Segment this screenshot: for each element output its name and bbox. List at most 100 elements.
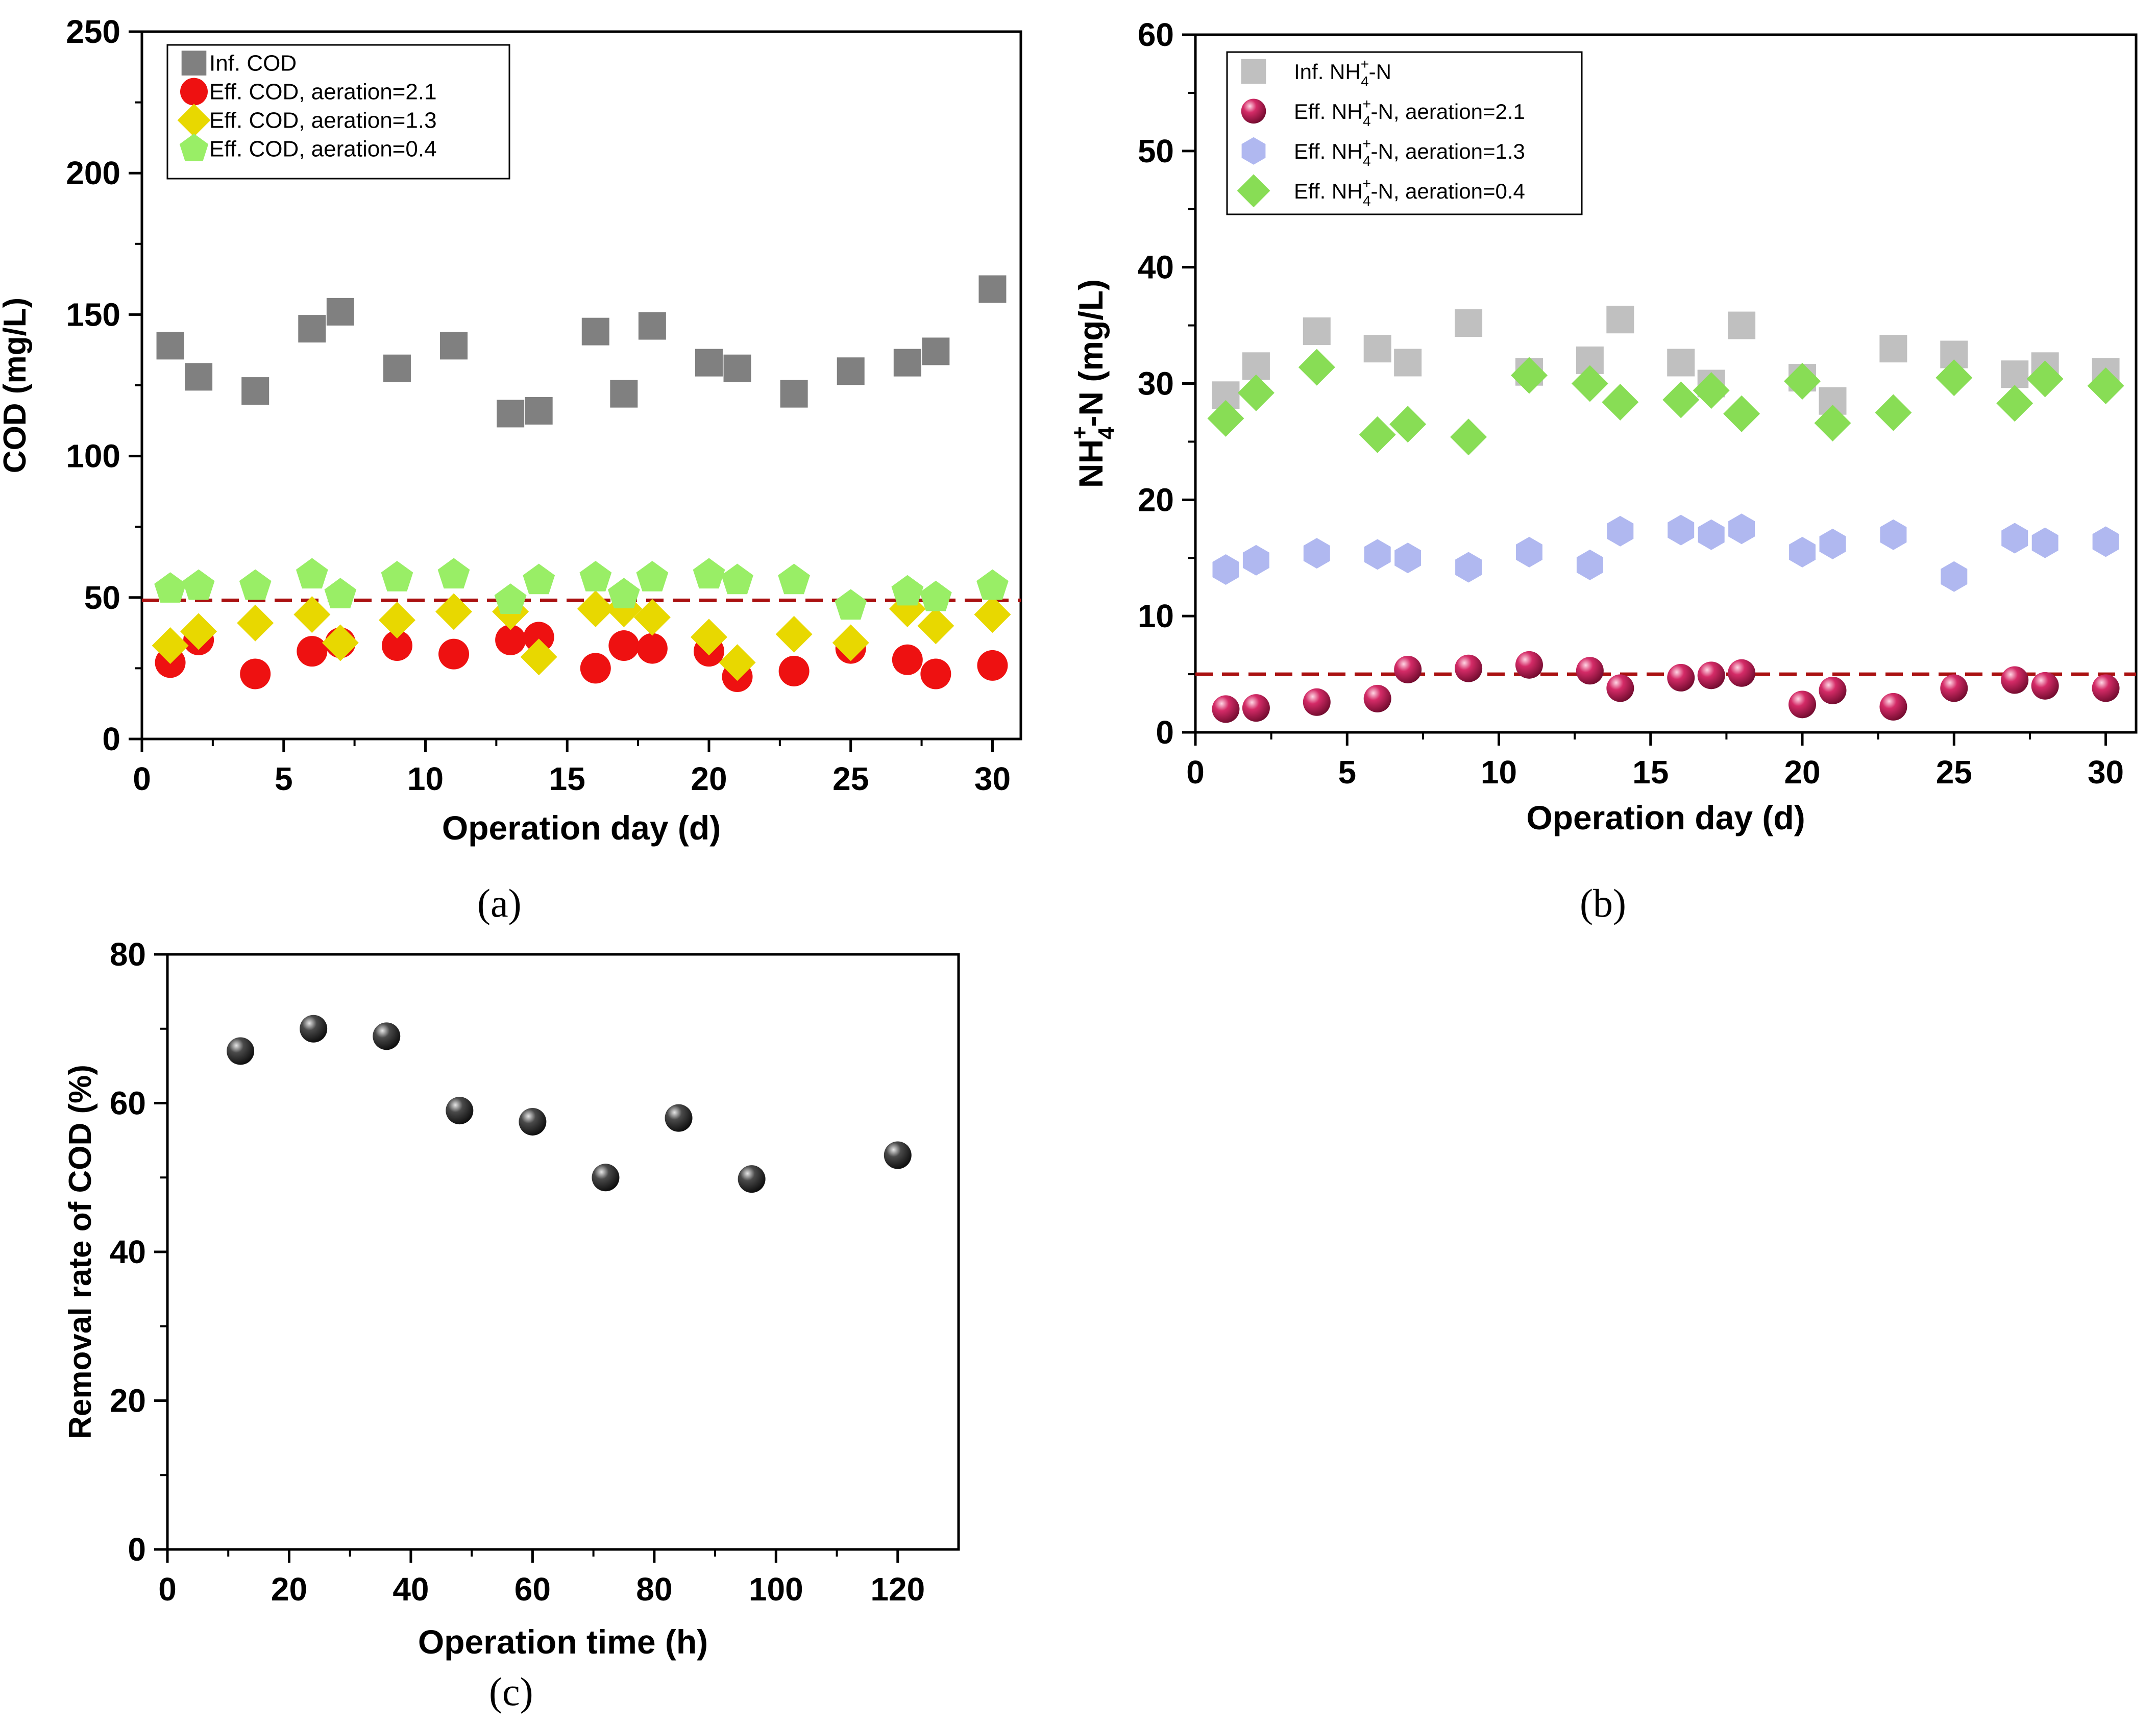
data-point-b-series-2 (2031, 672, 2059, 700)
data-point-c-series-1 (373, 1022, 401, 1050)
data-point-a-series-1 (525, 397, 553, 425)
data-point-a-series-1 (383, 354, 411, 382)
x-tick-label-b: 30 (2088, 754, 2124, 791)
data-point-a-series-1 (241, 377, 270, 405)
data-point-b-series-3 (2031, 527, 2059, 558)
legend-label-b-3: Eff. NH+ 4-N, aeration=1.3 (1294, 136, 1525, 169)
data-point-a-series-2 (438, 638, 470, 670)
chart-b-ammonium: 0 5 10 15 20 25 30 0 10 20 30 40 50 60 Operation day (… (1067, 16, 2138, 836)
data-point-a-series-4 (976, 569, 1009, 600)
data-point-b-series-3 (1819, 528, 1846, 559)
y-tick-label-b: 0 (1156, 714, 1174, 751)
data-point-b-series-2 (1940, 674, 1968, 702)
data-point-b-series-1 (1667, 349, 1695, 377)
data-point-b-series-3 (1668, 514, 1695, 546)
x-tick-label-a: 10 (407, 760, 444, 797)
legend-label-a-3: Eff. COD, aeration=1.3 (209, 108, 437, 133)
data-point-b-series-4 (1298, 349, 1335, 386)
x-tick-label-a: 15 (549, 760, 585, 797)
data-point-a-series-3 (633, 599, 671, 636)
data-point-b-series-3 (1576, 549, 1603, 580)
data-point-b-series-2 (1819, 676, 1847, 704)
data-point-b-series-3 (1455, 552, 1482, 583)
data-point-b-series-4 (1693, 372, 1730, 409)
data-point-b-series-3 (1303, 538, 1330, 569)
y-axis-title-b: NH+4-N (mg/L) (1067, 279, 1119, 488)
data-point-b-series-4 (1359, 416, 1396, 453)
data-point-a-series-2 (608, 630, 640, 661)
legend-box-b (1226, 51, 1583, 215)
data-point-b-series-2 (1576, 657, 1604, 685)
data-point-a-series-3 (917, 607, 954, 645)
data-point-a-series-1 (837, 357, 865, 385)
legend-marker-b-4 (1237, 174, 1270, 208)
data-point-a-series-1 (922, 337, 950, 365)
data-point-a-series-4 (296, 558, 328, 589)
data-point-a-series-2 (381, 630, 412, 661)
y-tick-label-a: 250 (66, 13, 120, 50)
x-axis-title-a: Operation day (d) (442, 809, 721, 847)
legend-box-a (166, 44, 510, 180)
x-tick-label-b: 20 (1784, 754, 1820, 791)
y-tick-label-b: 20 (1138, 481, 1174, 518)
data-point-a-series-4 (721, 563, 753, 595)
data-point-a-series-2 (778, 655, 810, 686)
data-point-a-series-2 (892, 644, 923, 675)
data-point-b-series-4 (1602, 383, 1639, 421)
data-point-b-series-3 (1789, 536, 1816, 568)
data-point-b-series-1 (1728, 311, 1756, 339)
data-point-b-series-2 (1303, 688, 1331, 716)
x-tick-label-c: 80 (636, 1571, 672, 1608)
data-point-a-series-3 (435, 593, 473, 630)
data-point-a-series-2 (495, 624, 526, 655)
data-point-a-series-4 (579, 561, 612, 591)
x-tick-label-c: 40 (393, 1571, 429, 1608)
data-point-a-series-3 (775, 615, 813, 653)
data-point-a-series-4 (891, 575, 924, 606)
legend-marker-b-3 (1241, 137, 1266, 165)
y-tick-label-c: 0 (128, 1531, 146, 1568)
data-point-a-series-1 (156, 332, 184, 360)
data-point-b-series-2 (1667, 663, 1695, 692)
y-axis-title-a: COD (mg/L) (0, 298, 33, 473)
data-point-a-series-1 (440, 332, 468, 360)
data-point-a-series-1 (298, 315, 326, 343)
data-point-b-series-3 (1516, 536, 1542, 568)
data-point-b-series-4 (2087, 367, 2124, 405)
legend-marker-a-2 (180, 78, 208, 106)
data-point-a-series-4 (154, 572, 186, 603)
legend-marker-a-1 (181, 51, 207, 76)
data-point-b-series-2 (1515, 651, 1543, 679)
y-tick-label-a: 0 (102, 721, 120, 757)
y-tick-label-a: 50 (84, 579, 120, 616)
data-point-a-series-1 (497, 400, 525, 428)
data-point-b-series-3 (1212, 554, 1239, 585)
data-point-a-series-4 (494, 583, 527, 614)
data-point-b-series-2 (1606, 674, 1634, 702)
data-point-b-series-4 (1389, 406, 1427, 443)
data-point-b-series-4 (1996, 385, 2033, 422)
data-point-a-series-4 (835, 589, 867, 620)
data-point-a-series-4 (381, 561, 413, 591)
data-point-b-series-4 (1784, 362, 1821, 400)
data-point-c-series-1 (738, 1165, 766, 1193)
data-point-b-series-4 (2026, 360, 2064, 398)
y-tick-label-c: 40 (110, 1234, 146, 1270)
data-point-b-series-4 (1723, 395, 1760, 432)
data-point-c-series-1 (884, 1141, 912, 1169)
data-point-a-series-3 (690, 619, 727, 656)
x-tick-label-b: 25 (1936, 754, 1972, 791)
x-tick-label-b: 15 (1632, 754, 1669, 791)
data-point-b-series-2 (1455, 654, 1483, 682)
data-point-b-series-1 (2001, 360, 2029, 388)
data-point-b-series-1 (1394, 349, 1422, 377)
data-point-b-series-4 (1237, 374, 1275, 411)
data-point-a-series-2 (580, 653, 611, 684)
x-tick-label-a: 5 (275, 760, 293, 797)
data-point-b-series-2 (2001, 666, 2029, 694)
legend-label-b-2: Eff. NH+ 4-N, aeration=2.1 (1294, 96, 1525, 129)
legend-label-a-1: Inf. COD (209, 51, 297, 76)
data-point-b-series-3 (1941, 561, 1968, 592)
legend-marker-a-3 (177, 104, 211, 137)
